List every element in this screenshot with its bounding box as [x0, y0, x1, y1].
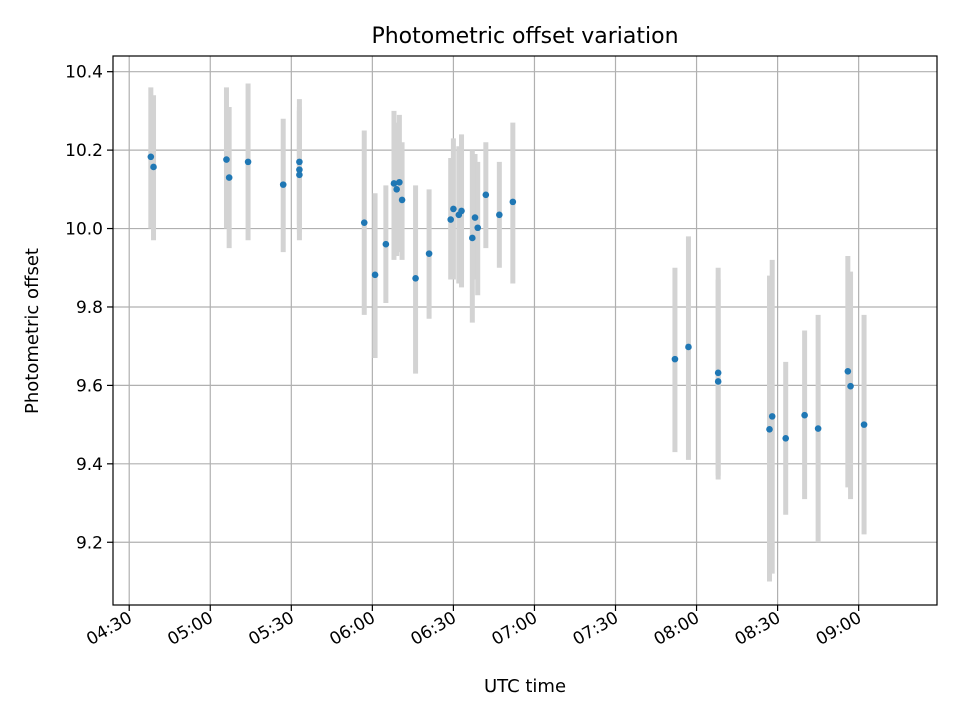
data-point [509, 198, 517, 206]
x-tick-label: 05:30 [245, 608, 297, 650]
data-point [396, 178, 403, 186]
x-tick-label: 05:00 [164, 608, 216, 650]
data-point [393, 186, 400, 193]
data-point [458, 207, 465, 215]
y-tick-label: 9.6 [76, 376, 103, 396]
data-point [296, 171, 303, 179]
data-point [768, 413, 776, 420]
data-point [147, 153, 155, 161]
data-point [360, 219, 368, 226]
data-point [847, 382, 854, 390]
data-point [714, 378, 722, 385]
data-point [714, 369, 722, 377]
data-point [471, 214, 479, 221]
y-tick-label: 10.2 [65, 141, 103, 161]
data-point [382, 240, 390, 248]
grid-lines [113, 56, 937, 605]
chart-title: Photometric offset variation [371, 24, 678, 49]
data-point [685, 343, 692, 351]
y-tick-label: 9.4 [76, 455, 103, 475]
data-point [150, 163, 157, 171]
error-bars [148, 83, 867, 582]
y-tick-label: 10.0 [65, 220, 103, 240]
data-points [147, 153, 868, 442]
y-axis-label: Photometric offset [22, 248, 43, 414]
x-tick-label: 04:30 [83, 608, 135, 650]
data-point [225, 174, 233, 181]
data-point [844, 367, 852, 375]
data-point [671, 355, 679, 363]
data-point [279, 181, 287, 188]
data-point [860, 421, 868, 428]
data-point [371, 271, 379, 279]
data-point [244, 158, 252, 166]
x-tick-label: 06:00 [326, 608, 378, 650]
axis-ticks: 04:30 05:00 05:30 06:00 06:30 07:00 07:30 08:00… [65, 63, 865, 650]
data-point [496, 211, 503, 219]
y-tick-label: 9.2 [76, 533, 103, 553]
x-tick-label: 07:00 [489, 608, 541, 650]
data-point [766, 426, 773, 433]
data-point [425, 250, 433, 257]
data-point [469, 234, 476, 242]
plot-frame [112, 55, 938, 606]
y-tick-label: 9.8 [76, 298, 103, 318]
data-point [482, 191, 490, 199]
x-axis-label: UTC time [484, 676, 566, 697]
data-point [447, 216, 455, 223]
data-point [782, 435, 790, 442]
x-tick-label: 08:00 [651, 608, 703, 650]
data-point [814, 425, 822, 432]
data-point [296, 166, 303, 174]
x-tick-label: 07:30 [570, 608, 622, 650]
data-point [296, 158, 303, 166]
data-point [450, 205, 457, 213]
data-point [474, 224, 482, 232]
data-point [223, 156, 230, 163]
x-tick-label: 06:30 [407, 608, 459, 650]
data-point [412, 275, 419, 282]
x-tick-label: 08:30 [732, 608, 784, 650]
y-tick-label: 10.4 [65, 63, 103, 83]
data-point [398, 196, 406, 204]
x-tick-label: 09:00 [813, 608, 865, 650]
data-point [390, 180, 398, 187]
data-point [801, 411, 808, 419]
